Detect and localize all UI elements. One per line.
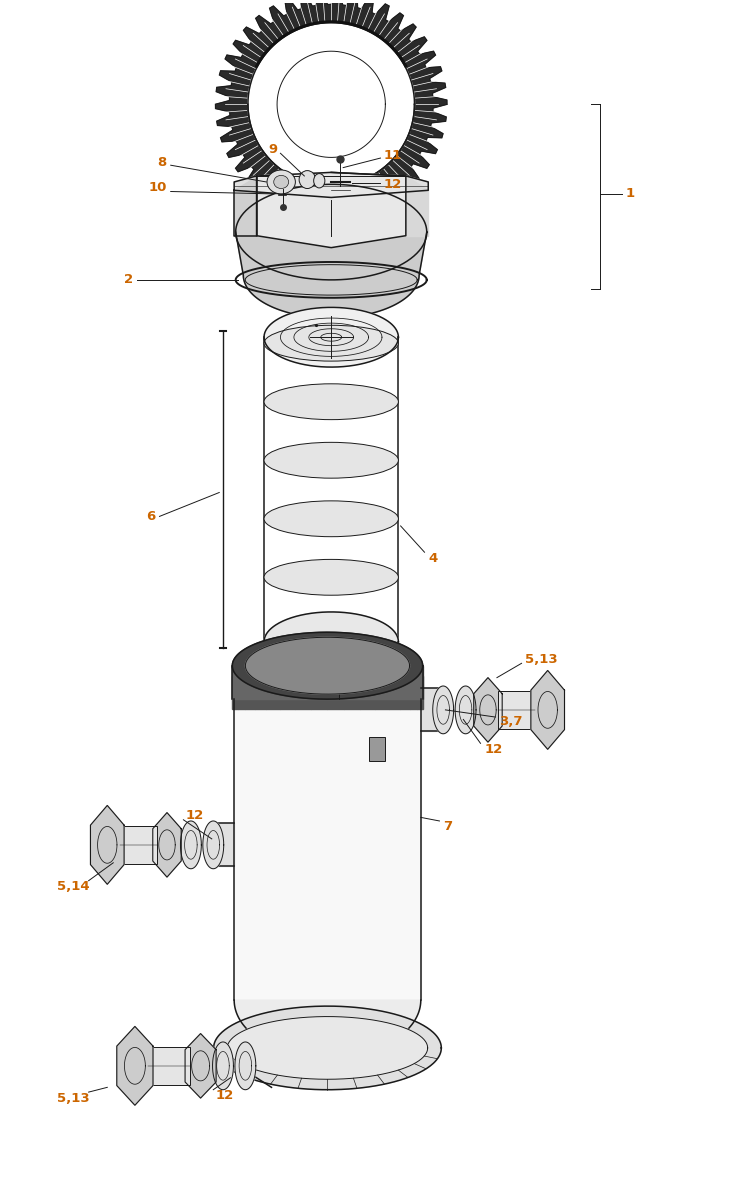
Polygon shape xyxy=(264,307,399,367)
Text: 12: 12 xyxy=(216,1090,234,1102)
Text: 5,13: 5,13 xyxy=(56,1092,89,1104)
Polygon shape xyxy=(238,676,245,709)
Polygon shape xyxy=(245,637,410,694)
Polygon shape xyxy=(311,676,327,709)
Bar xyxy=(498,691,535,730)
Text: 3,7: 3,7 xyxy=(499,715,523,728)
Bar xyxy=(120,826,157,864)
Text: 12: 12 xyxy=(484,743,502,756)
Polygon shape xyxy=(455,686,476,733)
Polygon shape xyxy=(327,676,344,709)
Polygon shape xyxy=(389,676,400,709)
Ellipse shape xyxy=(264,559,399,595)
Ellipse shape xyxy=(264,443,399,478)
Ellipse shape xyxy=(264,500,399,536)
Polygon shape xyxy=(232,676,234,709)
Polygon shape xyxy=(360,676,375,709)
Polygon shape xyxy=(400,676,410,709)
Polygon shape xyxy=(256,20,407,67)
Text: 10: 10 xyxy=(149,181,167,194)
Polygon shape xyxy=(213,1042,233,1090)
Ellipse shape xyxy=(264,325,399,361)
Text: 5,14: 5,14 xyxy=(56,880,89,893)
Polygon shape xyxy=(295,676,311,709)
Bar xyxy=(148,1046,190,1085)
Polygon shape xyxy=(234,173,428,198)
Polygon shape xyxy=(432,686,453,733)
Polygon shape xyxy=(216,0,447,217)
Text: 11: 11 xyxy=(384,149,402,162)
Polygon shape xyxy=(235,185,426,280)
Polygon shape xyxy=(421,676,423,709)
Polygon shape xyxy=(90,805,124,884)
Polygon shape xyxy=(344,676,360,709)
Polygon shape xyxy=(227,1016,428,1079)
Polygon shape xyxy=(245,676,255,709)
Text: 9: 9 xyxy=(268,143,277,156)
Polygon shape xyxy=(417,676,421,709)
Polygon shape xyxy=(232,632,423,700)
Ellipse shape xyxy=(267,170,296,194)
Polygon shape xyxy=(203,821,224,869)
Bar xyxy=(368,737,385,761)
Text: 5,13: 5,13 xyxy=(526,653,558,666)
Ellipse shape xyxy=(314,174,325,188)
Polygon shape xyxy=(280,676,295,709)
Polygon shape xyxy=(531,671,565,749)
Polygon shape xyxy=(256,173,406,247)
Ellipse shape xyxy=(274,175,289,188)
Polygon shape xyxy=(235,1042,256,1090)
Polygon shape xyxy=(232,666,423,700)
Text: 4: 4 xyxy=(428,552,438,565)
Polygon shape xyxy=(234,700,421,1000)
Polygon shape xyxy=(185,1033,216,1098)
Polygon shape xyxy=(153,812,181,877)
Polygon shape xyxy=(180,821,202,869)
Polygon shape xyxy=(474,678,502,742)
Polygon shape xyxy=(421,689,439,731)
Text: 2: 2 xyxy=(124,274,133,287)
Polygon shape xyxy=(216,823,234,866)
Polygon shape xyxy=(264,612,399,672)
Polygon shape xyxy=(214,1006,441,1090)
Polygon shape xyxy=(410,676,417,709)
Polygon shape xyxy=(234,1000,421,1057)
Text: 6: 6 xyxy=(147,510,156,523)
Polygon shape xyxy=(375,676,389,709)
Polygon shape xyxy=(406,176,428,235)
Polygon shape xyxy=(248,23,414,186)
Ellipse shape xyxy=(299,170,316,188)
Text: 8: 8 xyxy=(158,156,167,169)
Polygon shape xyxy=(234,176,256,235)
Text: 7: 7 xyxy=(443,821,452,834)
Text: 1: 1 xyxy=(626,187,635,200)
Polygon shape xyxy=(234,676,238,709)
Polygon shape xyxy=(266,676,280,709)
Text: 12: 12 xyxy=(384,178,402,191)
Polygon shape xyxy=(255,676,266,709)
Text: 12: 12 xyxy=(186,809,204,822)
Ellipse shape xyxy=(264,384,399,420)
Polygon shape xyxy=(117,1026,153,1105)
Polygon shape xyxy=(235,232,426,318)
